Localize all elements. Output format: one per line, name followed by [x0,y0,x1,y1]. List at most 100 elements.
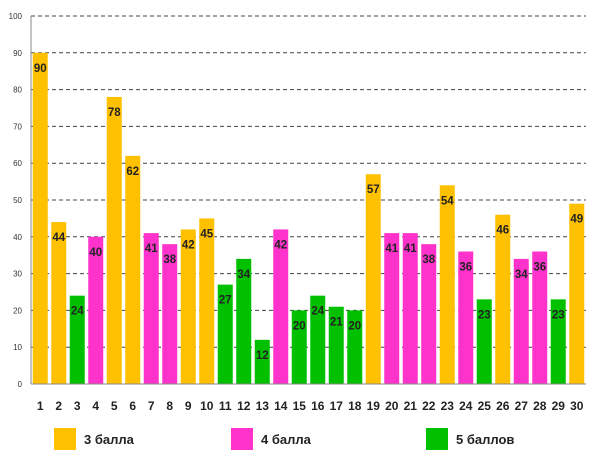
bar-22 [421,244,437,384]
data-label-6: 62 [126,166,139,178]
y-tick-label: 40 [13,233,22,242]
x-tick-label-30: 30 [570,399,584,413]
bar-26 [495,214,511,384]
x-tick-label-25: 25 [478,399,492,413]
bar-2 [51,222,67,384]
x-tick-label-13: 13 [256,399,270,413]
bar-7 [143,233,159,384]
data-label-16: 24 [311,306,324,318]
x-tick-label-10: 10 [200,399,214,413]
x-tick-label-22: 22 [422,399,436,413]
x-tick-label-7: 7 [148,399,155,413]
data-label-1: 90 [34,63,47,75]
x-tick-label-23: 23 [441,399,455,413]
y-tick-label: 70 [13,122,22,131]
data-label-13: 12 [256,350,269,362]
data-label-12: 34 [237,269,250,281]
data-label-17: 21 [330,317,343,329]
x-tick-label-19: 19 [367,399,381,413]
x-tick-label-6: 6 [129,399,136,413]
data-label-24: 36 [459,262,472,274]
y-tick-label: 30 [13,270,22,279]
data-label-5: 78 [108,107,121,119]
x-tick-label-3: 3 [74,399,81,413]
x-tick-label-11: 11 [219,399,232,413]
data-label-21: 41 [404,243,417,255]
bar-10 [199,218,215,384]
bar-30 [569,203,585,384]
bar-16 [310,295,326,384]
bar-3 [69,295,85,384]
data-label-20: 41 [385,243,398,255]
data-label-25: 23 [478,309,491,321]
x-tick-label-14: 14 [274,399,288,413]
data-label-8: 38 [163,254,176,266]
bar-17 [328,306,344,384]
x-tick-label-8: 8 [166,399,173,413]
bar-20 [384,233,400,384]
data-label-29: 23 [552,309,565,321]
data-label-4: 40 [89,247,102,259]
x-tick-label-2: 2 [55,399,62,413]
bar-1 [32,52,48,385]
x-tick-label-4: 4 [92,399,99,413]
data-labels: 90 44 24 40 78 62 41 38 42 45 27 34 12 42 20 24 21 20 57 41… [34,63,583,362]
data-label-30: 49 [570,214,583,226]
data-label-28: 36 [533,262,546,274]
bar-9 [180,229,196,384]
data-label-7: 41 [145,243,158,255]
x-tick-label-12: 12 [237,399,251,413]
x-tick-label-29: 29 [552,399,566,413]
x-tick-label-15: 15 [293,399,307,413]
x-tick-label-28: 28 [533,399,547,413]
bar-11 [217,284,233,384]
bar-29 [550,299,566,384]
x-tick-label-5: 5 [111,399,118,413]
y-tick-label: 100 [9,12,23,21]
x-tick-label-27: 27 [515,399,529,413]
y-tick-label: 10 [13,343,22,352]
data-label-10: 45 [200,228,213,240]
bar-5 [106,96,122,385]
y-tick-label: 90 [13,49,22,58]
bars [32,52,585,385]
data-label-26: 46 [496,225,509,237]
bar-14 [273,229,289,384]
data-label-3: 24 [71,306,84,318]
bar-15 [291,310,307,384]
data-label-11: 27 [219,295,232,307]
bar-4 [88,236,104,384]
y-axis: 0 10 20 30 40 50 60 70 80 90 100 [9,12,32,389]
x-tick-label-9: 9 [185,399,192,413]
bar-6 [125,155,141,384]
data-label-27: 34 [515,269,528,281]
x-tick-label-16: 16 [311,399,325,413]
gridlines [31,15,586,348]
legend-label-5: 5 баллов [456,431,515,447]
x-tick-label-24: 24 [459,399,473,413]
x-tick-label-1: 1 [37,399,44,413]
bar-21 [402,233,418,384]
bar-27 [513,258,529,384]
legend-swatch-4 [231,428,253,450]
x-tick-label-20: 20 [385,399,399,413]
data-label-2: 44 [52,232,65,244]
bar-24 [458,251,474,384]
legend-swatch-3 [54,428,76,450]
data-label-18: 20 [348,320,361,332]
y-tick-label: 0 [18,380,23,389]
data-label-19: 57 [367,184,380,196]
legend-item-5: 5 баллов [426,425,514,453]
x-tick-label-26: 26 [496,399,510,413]
data-label-14: 42 [274,239,287,251]
legend-item-4: 4 балла [231,425,311,453]
data-label-15: 20 [293,320,306,332]
legend: 3 балла 4 балла 5 баллов [0,425,596,453]
bar-8 [162,244,178,384]
y-tick-label: 50 [13,196,22,205]
bar-13 [254,339,270,384]
x-axis: 1 2 3 4 5 6 7 8 9 10 11 12 13 14 15 16 17 18 19 20 21 22 23 24 2… [31,383,586,413]
bar-25 [476,299,492,384]
legend-label-4: 4 балла [261,431,311,447]
